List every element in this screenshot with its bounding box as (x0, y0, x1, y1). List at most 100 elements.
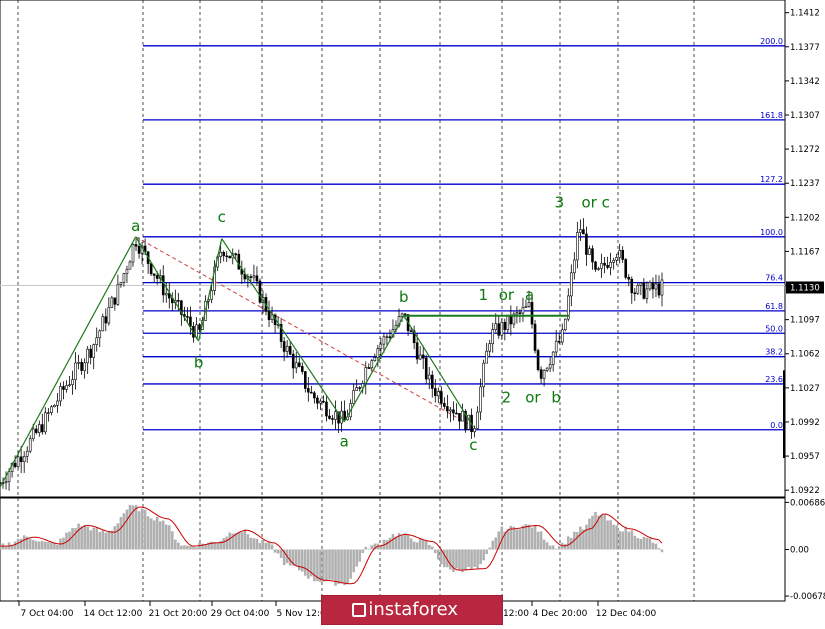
candle-body (476, 411, 479, 429)
candle-body (59, 386, 62, 402)
candle-body (633, 292, 637, 295)
candle-body (485, 350, 488, 364)
candle-body (615, 257, 618, 261)
candle-body (591, 248, 594, 263)
candle-body (367, 367, 371, 369)
candle-body (455, 412, 458, 415)
candle-body (219, 251, 222, 258)
time-tick-label: 12:00 (503, 609, 529, 619)
candle-body (322, 400, 325, 403)
price-tick-label: 1.1097 (790, 316, 820, 326)
time-tick-label: 12 Dec 04:00 (596, 609, 657, 619)
candle-body (479, 386, 482, 413)
wave-label: c (469, 436, 477, 454)
price-tick-label: 1.0957 (790, 452, 820, 462)
candle-body (210, 290, 213, 300)
wave-segment (221, 238, 345, 423)
wave-label: 2 (502, 388, 512, 406)
wave-segment (135, 236, 200, 342)
candle-body (597, 268, 600, 270)
time-tick-label: 5 Nov 12:00 (277, 609, 332, 619)
candle-body (373, 357, 377, 361)
candle-body (71, 379, 74, 385)
candle-body (98, 330, 102, 339)
candle-body (37, 424, 41, 433)
candle-body (497, 323, 501, 336)
candle-body (660, 279, 664, 296)
instaforex-logo: instaforex (321, 595, 503, 625)
candle-body (606, 265, 609, 268)
candle-body (68, 384, 71, 386)
candle-body (285, 346, 289, 352)
candle-body (376, 348, 380, 358)
candle-body (621, 250, 625, 260)
candle-body (449, 409, 452, 412)
candle-body (506, 314, 510, 330)
time-tick-label: 7 Oct 04:00 (21, 609, 74, 619)
candle-body (379, 343, 383, 349)
wave-label: a (131, 217, 140, 235)
fib-level-label: 50.0 (765, 324, 783, 333)
candle-body (53, 405, 56, 408)
candle-body (388, 336, 392, 339)
candle-body (461, 410, 464, 422)
candle-body (252, 275, 256, 278)
price-tick-label: 1.1412 (790, 9, 820, 19)
candle-body (536, 350, 540, 370)
candle-body (503, 321, 507, 330)
candlesticks (0, 218, 664, 491)
candle-body (430, 374, 434, 389)
candle-body (316, 397, 319, 404)
candle-body (361, 383, 365, 388)
candle-body (427, 374, 431, 380)
current-price-label: 1.1130 (790, 283, 820, 293)
candle-body (267, 311, 271, 321)
candle-body (258, 280, 262, 303)
candle-body (92, 344, 96, 358)
candle-body (364, 367, 368, 384)
candle-body (149, 263, 153, 275)
candle-body (161, 275, 165, 296)
candle-body (282, 341, 286, 352)
candle-body (131, 244, 135, 263)
candle-body (313, 392, 316, 399)
candle-body (186, 316, 189, 318)
candle-body (65, 385, 68, 390)
price-tick-label: 1.0922 (790, 486, 820, 496)
candle-body (645, 288, 649, 299)
wave-segment (198, 238, 223, 342)
candle-body (50, 406, 53, 413)
candle-body (288, 346, 292, 355)
time-tick-label: 29 Oct 04:00 (211, 609, 270, 619)
candle-body (155, 275, 159, 279)
main-pane (0, 0, 786, 498)
candle-body (530, 302, 534, 325)
candle-body (557, 340, 561, 343)
candle-body (89, 348, 92, 358)
candle-body (554, 340, 558, 353)
time-tick-label: 4 Dec 20:00 (533, 609, 588, 619)
candle-body (304, 371, 307, 389)
candle-body (533, 323, 537, 351)
wave-segment (343, 315, 405, 423)
candle-body (545, 367, 549, 371)
candle-body (19, 456, 23, 463)
candle-body (113, 297, 117, 305)
wave-label: 1 (478, 286, 488, 304)
candle-body (352, 390, 355, 404)
fib-level-label: 161.8 (760, 111, 783, 120)
candle-body (116, 284, 120, 305)
candle-body (119, 282, 123, 285)
price-tick-label: 1.1237 (790, 179, 820, 189)
candle-body (579, 229, 582, 233)
candle-body (630, 278, 634, 294)
candle-body (228, 255, 232, 259)
price-tick-label: 1.1062 (790, 350, 820, 360)
candle-body (310, 391, 313, 394)
candle-body (648, 282, 652, 290)
candle-body (452, 409, 455, 414)
candle-body (566, 295, 570, 320)
candle-body (334, 411, 337, 420)
candle-body (560, 329, 564, 343)
